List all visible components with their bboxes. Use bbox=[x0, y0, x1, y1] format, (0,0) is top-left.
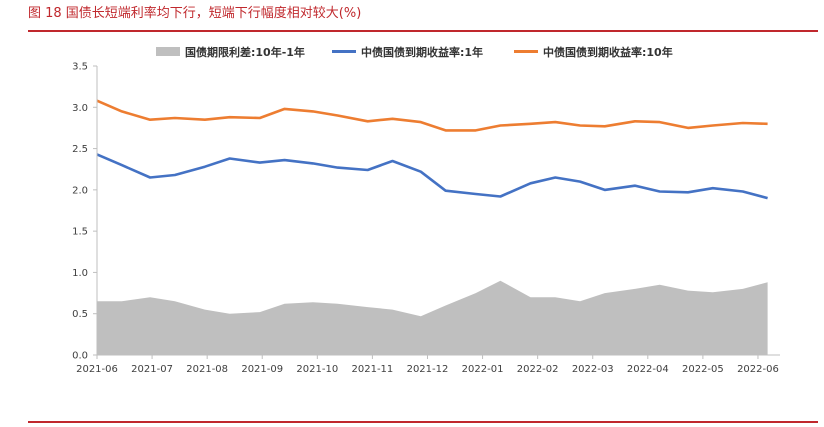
y-tick-label: 1.0 bbox=[72, 268, 88, 279]
y-tick-label: 0.5 bbox=[72, 309, 88, 320]
x-tick-label: 2022-03 bbox=[572, 364, 614, 375]
legend-label-10y: 中债国债到期收益率:10年 bbox=[543, 46, 673, 59]
legend-label-1y: 中债国债到期收益率:1年 bbox=[361, 46, 484, 59]
x-tick-label: 2021-11 bbox=[352, 364, 394, 375]
y-tick-label: 2.0 bbox=[72, 185, 88, 196]
legend-swatch-spread bbox=[156, 47, 180, 56]
y-tick-label: 1.5 bbox=[72, 227, 88, 238]
series-line-1y bbox=[96, 153, 768, 200]
series-line-10y bbox=[96, 99, 768, 132]
x-tick-label: 2022-02 bbox=[517, 364, 559, 375]
x-tick-label: 2021-06 bbox=[76, 364, 118, 375]
legend-label-spread: 国债期限利差:10年-1年 bbox=[185, 46, 305, 59]
figure-title: 图 18 国债长短端利率均下行，短端下行幅度相对较大(%) bbox=[28, 6, 362, 21]
title-divider bbox=[28, 30, 818, 32]
x-tick-label: 2021-12 bbox=[407, 364, 449, 375]
x-tick-label: 2022-04 bbox=[627, 364, 669, 375]
y-tick-label: 2.5 bbox=[72, 144, 88, 155]
bottom-divider bbox=[28, 421, 818, 423]
x-tick-label: 2021-07 bbox=[131, 364, 173, 375]
x-tick-label: 2022-06 bbox=[737, 364, 779, 375]
y-tick-label: 0.0 bbox=[72, 351, 88, 362]
x-tick-label: 2021-09 bbox=[241, 364, 283, 375]
x-tick-label: 2021-08 bbox=[186, 364, 228, 375]
legend-swatch-10y bbox=[514, 50, 538, 53]
legend-swatch-1y bbox=[332, 50, 356, 53]
x-tick-label: 2022-05 bbox=[682, 364, 724, 375]
series-area-spread bbox=[97, 280, 768, 355]
y-tick-label: 3.0 bbox=[72, 103, 88, 114]
x-tick-label: 2021-10 bbox=[296, 364, 338, 375]
chart-legend: 国债期限利差:10年-1年 中债国债到期收益率:1年 中债国债到期收益率:10年 bbox=[0, 44, 824, 60]
y-tick-label: 3.5 bbox=[72, 62, 88, 73]
x-tick-label: 2022-01 bbox=[462, 364, 504, 375]
